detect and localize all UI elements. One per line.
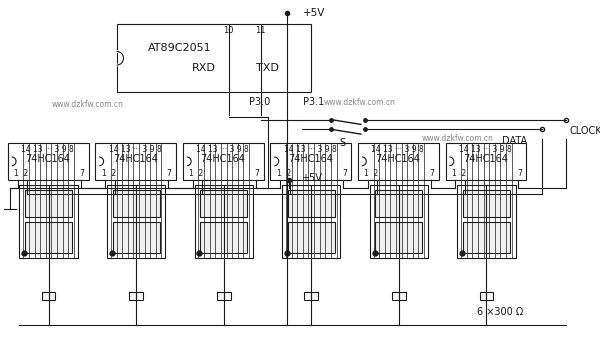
- Text: 6 ×300 Ω: 6 ×300 Ω: [476, 307, 523, 317]
- Bar: [107, 185, 166, 258]
- Text: CLOCK: CLOCK: [569, 126, 600, 136]
- Text: TXD: TXD: [256, 63, 279, 73]
- Bar: [25, 190, 72, 217]
- Text: 1  2: 1 2: [364, 168, 379, 177]
- Text: +5V: +5V: [302, 8, 325, 17]
- Text: 74HC164: 74HC164: [376, 155, 420, 164]
- Text: AT89C2051: AT89C2051: [148, 43, 212, 53]
- Text: 1  2: 1 2: [277, 168, 291, 177]
- Bar: [288, 222, 335, 253]
- Bar: [25, 222, 72, 253]
- Bar: [200, 222, 247, 253]
- Text: +5V: +5V: [301, 173, 322, 183]
- Text: www.dzkfw.com.cn: www.dzkfw.com.cn: [421, 134, 493, 143]
- Text: www.dzkfw.com.cn: www.dzkfw.com.cn: [324, 97, 396, 106]
- Text: 74HC164: 74HC164: [200, 155, 245, 164]
- Text: 7: 7: [254, 168, 259, 177]
- Bar: [376, 190, 422, 217]
- Text: S: S: [340, 138, 346, 148]
- Bar: [113, 190, 160, 217]
- Text: 14 13 ··· 3 9 8: 14 13 ··· 3 9 8: [21, 145, 74, 154]
- Bar: [463, 190, 510, 217]
- Bar: [282, 185, 340, 258]
- Bar: [479, 292, 493, 300]
- Text: 14 13 ··· 3 9 8: 14 13 ··· 3 9 8: [196, 145, 249, 154]
- Text: 7: 7: [342, 168, 347, 177]
- Text: 1  2: 1 2: [14, 168, 29, 177]
- Bar: [392, 292, 406, 300]
- Text: RXD: RXD: [193, 63, 216, 73]
- Bar: [183, 143, 263, 180]
- Text: 1  2: 1 2: [452, 168, 466, 177]
- Text: DATA: DATA: [502, 136, 527, 146]
- Bar: [376, 222, 422, 253]
- Text: 14 13 ··· 3 9 8: 14 13 ··· 3 9 8: [109, 145, 161, 154]
- Text: 7: 7: [517, 168, 522, 177]
- Text: 7: 7: [430, 168, 434, 177]
- Text: 74HC164: 74HC164: [113, 155, 158, 164]
- Text: 74HC164: 74HC164: [25, 155, 70, 164]
- Text: www.dzkfw.com.cn: www.dzkfw.com.cn: [52, 101, 124, 109]
- Text: 7: 7: [167, 168, 172, 177]
- Bar: [271, 143, 351, 180]
- Bar: [200, 190, 247, 217]
- Bar: [113, 222, 160, 253]
- Text: 14 13 ··· 3 9 8: 14 13 ··· 3 9 8: [371, 145, 424, 154]
- Bar: [446, 143, 526, 180]
- Text: 14 13 ··· 3 9 8: 14 13 ··· 3 9 8: [459, 145, 512, 154]
- Bar: [194, 185, 253, 258]
- Bar: [95, 143, 176, 180]
- Bar: [288, 190, 335, 217]
- Bar: [117, 24, 311, 92]
- Bar: [217, 292, 230, 300]
- Bar: [130, 292, 143, 300]
- Bar: [304, 292, 318, 300]
- Bar: [358, 143, 439, 180]
- Text: 14 13 ··· 3 9 8: 14 13 ··· 3 9 8: [284, 145, 337, 154]
- Bar: [457, 185, 515, 258]
- Text: P3.0: P3.0: [249, 97, 271, 107]
- Text: 74HC164: 74HC164: [463, 155, 508, 164]
- Text: 7: 7: [79, 168, 84, 177]
- Text: 1  2: 1 2: [102, 168, 116, 177]
- Bar: [8, 143, 89, 180]
- Text: 74HC164: 74HC164: [288, 155, 333, 164]
- Text: 1  2: 1 2: [190, 168, 203, 177]
- Text: 10: 10: [223, 25, 234, 34]
- Bar: [42, 292, 55, 300]
- Bar: [19, 185, 78, 258]
- Bar: [370, 185, 428, 258]
- Text: 11: 11: [256, 25, 266, 34]
- Bar: [463, 222, 510, 253]
- Text: P3.1: P3.1: [302, 97, 324, 107]
